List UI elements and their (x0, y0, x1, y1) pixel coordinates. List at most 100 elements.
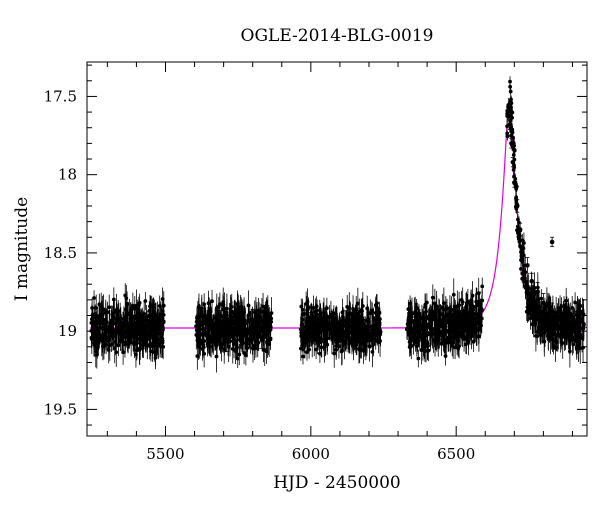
point-marker (94, 305, 99, 310)
plot-frame (86, 61, 588, 437)
point-marker (269, 316, 274, 321)
point-marker (555, 321, 559, 326)
point-marker (90, 320, 95, 325)
point-marker (347, 325, 352, 330)
data-points-layer (89, 76, 586, 373)
point-marker (319, 316, 324, 321)
point-marker (438, 324, 442, 329)
point-marker (212, 326, 216, 331)
point-marker (255, 316, 259, 321)
point-marker (215, 322, 220, 327)
point-marker (350, 340, 354, 345)
point-marker (528, 316, 533, 321)
point-marker (132, 328, 137, 333)
point-marker (478, 311, 482, 316)
point-marker (300, 312, 305, 317)
point-marker (330, 329, 335, 333)
point-marker (160, 329, 165, 334)
point-marker (580, 336, 584, 341)
point-marker (443, 317, 448, 322)
point-marker (214, 354, 219, 359)
point-marker (406, 307, 411, 312)
point-marker (341, 334, 346, 339)
point-marker (512, 180, 517, 185)
point-marker (203, 319, 208, 324)
point-marker (99, 338, 104, 343)
point-marker (142, 311, 147, 316)
x-tick-label: 5500 (146, 445, 184, 463)
point-marker (436, 321, 441, 326)
point-marker (147, 314, 152, 319)
point-marker (237, 352, 242, 357)
point-marker (207, 340, 212, 345)
point-marker (156, 318, 161, 323)
x-tick-label: 6000 (292, 445, 330, 463)
point-marker (355, 301, 360, 306)
point-marker (414, 313, 418, 318)
point-marker (260, 309, 264, 314)
point-marker (560, 316, 565, 321)
point-marker (536, 326, 541, 330)
point-marker (248, 325, 253, 330)
point-marker (444, 328, 449, 333)
point-marker (309, 317, 314, 322)
point-marker (423, 304, 427, 309)
point-marker (462, 333, 467, 338)
point-marker (525, 263, 530, 268)
point-marker (540, 317, 545, 322)
point-marker (441, 321, 445, 326)
point-marker (323, 320, 328, 325)
point-marker (241, 325, 246, 330)
point-marker (138, 328, 143, 332)
point-marker (373, 329, 377, 334)
y-tick-label: 17.5 (44, 87, 77, 105)
point-marker (206, 313, 210, 318)
point-marker (304, 302, 309, 306)
point-marker (96, 339, 101, 344)
point-marker (511, 153, 516, 157)
point-marker (457, 344, 461, 349)
point-marker (230, 347, 235, 351)
point-marker (559, 334, 564, 339)
point-marker (451, 292, 456, 297)
photometry-scatter (89, 76, 586, 373)
point-marker (510, 143, 514, 148)
point-marker (239, 311, 244, 316)
point-marker (564, 298, 569, 303)
point-marker (104, 320, 109, 325)
point-marker (423, 345, 427, 350)
point-marker (508, 126, 513, 131)
point-marker (457, 303, 461, 308)
point-marker (360, 304, 365, 308)
point-marker (451, 340, 456, 345)
point-marker (148, 342, 152, 347)
point-marker (420, 336, 424, 341)
point-marker (516, 230, 520, 235)
point-marker (345, 318, 349, 323)
point-marker (313, 335, 317, 340)
point-marker (420, 328, 425, 333)
point-marker (210, 299, 214, 304)
point-marker (456, 318, 461, 323)
point-marker (207, 317, 212, 321)
point-marker (364, 324, 369, 329)
point-marker (235, 356, 240, 361)
point-marker (565, 332, 570, 337)
point-marker (443, 354, 448, 358)
point-marker (447, 328, 452, 333)
point-marker (123, 315, 127, 320)
point-marker (512, 174, 516, 179)
point-marker (542, 303, 547, 308)
point-marker (529, 294, 534, 299)
point-marker (465, 318, 469, 323)
data-point (525, 257, 530, 274)
point-marker (300, 335, 305, 340)
point-marker (365, 306, 370, 311)
point-marker (144, 334, 149, 339)
point-marker (578, 319, 583, 324)
point-marker (434, 304, 439, 309)
point-marker (337, 321, 342, 326)
point-marker (152, 311, 157, 316)
point-marker (517, 220, 521, 225)
point-marker (134, 303, 139, 308)
